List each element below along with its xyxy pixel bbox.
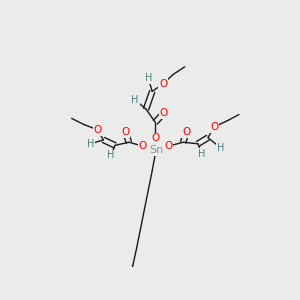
Text: O: O: [151, 134, 159, 143]
Text: O: O: [121, 127, 129, 137]
Text: H: H: [107, 150, 115, 160]
Text: H: H: [86, 139, 94, 149]
Text: O: O: [182, 127, 190, 137]
Text: H: H: [131, 95, 139, 105]
Text: O: O: [159, 79, 167, 89]
Text: Sn: Sn: [149, 145, 163, 155]
Text: O: O: [164, 141, 172, 151]
Text: O: O: [210, 122, 218, 132]
Text: H: H: [198, 149, 206, 159]
Text: O: O: [94, 125, 102, 135]
Text: H: H: [217, 143, 224, 153]
Text: O: O: [139, 141, 147, 151]
Text: O: O: [160, 108, 168, 118]
Text: H: H: [145, 73, 152, 83]
